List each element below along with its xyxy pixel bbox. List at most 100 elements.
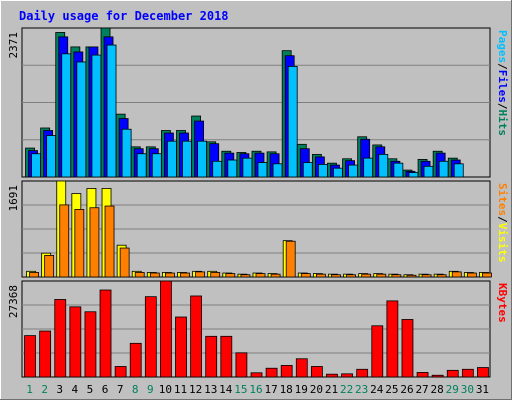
day-label-26: 26	[400, 383, 413, 396]
bar-hits-pages-day-29	[454, 164, 463, 177]
bar-visits-sites-day-12	[196, 272, 205, 277]
day-label-28: 28	[431, 383, 444, 396]
legend-entry: KBytes	[496, 283, 509, 323]
bar-visits-sites-day-28	[437, 275, 446, 277]
legend-entry: Hits	[496, 110, 509, 137]
bar-hits-pages-day-26	[409, 173, 418, 177]
chart-title: Daily usage for December 2018	[19, 9, 229, 23]
day-label-6: 6	[102, 383, 109, 396]
bar-hits-pages-day-11	[183, 141, 192, 177]
day-label-30: 30	[461, 383, 474, 396]
bar-kbytes-kbytes-day-23	[357, 369, 368, 377]
legend-entry: Pages	[496, 30, 509, 63]
bar-kbytes-kbytes-day-25	[387, 301, 398, 377]
bar-hits-pages-day-1	[32, 154, 41, 177]
bar-kbytes-kbytes-day-8	[130, 343, 141, 377]
bar-visits-sites-day-17	[271, 274, 280, 277]
bar-hits-pages-day-18	[288, 66, 297, 177]
bar-visits-sites-day-1	[30, 272, 39, 277]
bar-kbytes-kbytes-day-29	[447, 370, 458, 377]
bar-visits-sites-day-3	[60, 205, 69, 277]
bar-visits-sites-day-29	[452, 272, 461, 277]
bar-hits-pages-day-13	[213, 161, 222, 177]
bar-hits-pages-day-3	[62, 54, 71, 177]
bar-visits-sites-day-27	[422, 275, 431, 277]
bar-kbytes-kbytes-day-7	[115, 366, 126, 377]
axis-max-label-hits: 2371	[7, 32, 20, 59]
bar-hits-pages-day-22	[349, 165, 358, 177]
bar-kbytes-kbytes-day-24	[372, 326, 383, 377]
bar-kbytes-kbytes-day-26	[402, 319, 413, 377]
legend-visits: Sites/Visits	[496, 183, 509, 263]
bar-kbytes-kbytes-day-3	[55, 299, 66, 377]
bar-kbytes-kbytes-day-22	[342, 374, 353, 377]
day-label-25: 25	[385, 383, 398, 396]
legend-hits: Pages/Files/Hits	[496, 30, 509, 136]
bar-visits-sites-day-30	[467, 273, 476, 277]
day-label-22: 22	[340, 383, 353, 396]
axis-max-label-kbytes: 27368	[7, 285, 20, 318]
bar-visits-sites-day-31	[482, 273, 491, 277]
bar-visits-sites-day-4	[75, 209, 84, 277]
bar-visits-sites-day-20	[316, 274, 325, 277]
bar-visits-sites-day-9	[150, 273, 159, 277]
day-label-10: 10	[159, 383, 172, 396]
day-label-19: 19	[295, 383, 308, 396]
bar-kbytes-kbytes-day-1	[25, 336, 36, 377]
bar-hits-pages-day-24	[379, 154, 388, 177]
day-label-17: 17	[264, 383, 277, 396]
bar-hits-pages-day-27	[424, 166, 433, 177]
bar-visits-sites-day-23	[362, 274, 371, 277]
bar-hits-pages-day-16	[258, 163, 267, 177]
bar-kbytes-kbytes-day-30	[462, 369, 473, 377]
bar-kbytes-kbytes-day-14	[221, 336, 232, 377]
bar-kbytes-kbytes-day-2	[40, 331, 51, 377]
day-label-9: 9	[147, 383, 154, 396]
bar-kbytes-kbytes-day-16	[251, 373, 262, 377]
bar-visits-sites-day-14	[226, 274, 235, 277]
day-label-18: 18	[280, 383, 293, 396]
bar-visits-sites-day-18	[286, 241, 295, 277]
bar-kbytes-kbytes-day-21	[326, 374, 337, 377]
bar-hits-pages-day-25	[394, 163, 403, 177]
day-label-1: 1	[26, 383, 33, 396]
bar-hits-pages-day-17	[273, 164, 282, 177]
bar-visits-sites-day-13	[211, 272, 220, 277]
bar-visits-sites-day-25	[392, 275, 401, 277]
day-label-12: 12	[189, 383, 202, 396]
day-label-8: 8	[132, 383, 139, 396]
bar-visits-sites-day-2	[45, 255, 54, 277]
bar-visits-sites-day-5	[90, 208, 99, 277]
legend-entry: Sites	[496, 183, 509, 216]
day-label-4: 4	[72, 383, 79, 396]
bar-visits-sites-day-15	[241, 275, 250, 277]
bar-visits-sites-day-21	[331, 275, 340, 277]
day-label-7: 7	[117, 383, 124, 396]
bar-hits-pages-day-20	[318, 164, 327, 177]
bar-visits-sites-day-16	[256, 274, 265, 277]
legend-entry: Visits	[496, 223, 509, 263]
day-label-14: 14	[219, 383, 233, 396]
day-label-27: 27	[415, 383, 428, 396]
bar-hits-pages-day-7	[122, 129, 131, 177]
bar-hits-pages-day-2	[47, 136, 56, 177]
bar-hits-pages-day-23	[364, 158, 373, 177]
bar-kbytes-kbytes-day-5	[85, 312, 96, 377]
day-label-31: 31	[476, 383, 489, 396]
bar-hits-pages-day-19	[303, 163, 312, 177]
bar-kbytes-kbytes-day-9	[145, 297, 156, 377]
bar-hits-pages-day-15	[243, 158, 252, 177]
bar-visits-sites-day-24	[377, 274, 386, 277]
bar-hits-pages-day-5	[92, 55, 101, 177]
legend-kbytes: KBytes	[496, 283, 509, 323]
bar-hits-pages-day-12	[198, 141, 207, 177]
bar-visits-sites-day-8	[135, 272, 144, 277]
bar-visits-sites-day-7	[120, 248, 129, 277]
day-label-2: 2	[41, 383, 48, 396]
bar-visits-sites-day-19	[301, 274, 310, 277]
bar-hits-pages-day-10	[167, 141, 176, 177]
bar-kbytes-kbytes-day-4	[70, 307, 81, 377]
bar-visits-sites-day-11	[181, 273, 190, 277]
bar-kbytes-kbytes-day-17	[266, 368, 277, 377]
